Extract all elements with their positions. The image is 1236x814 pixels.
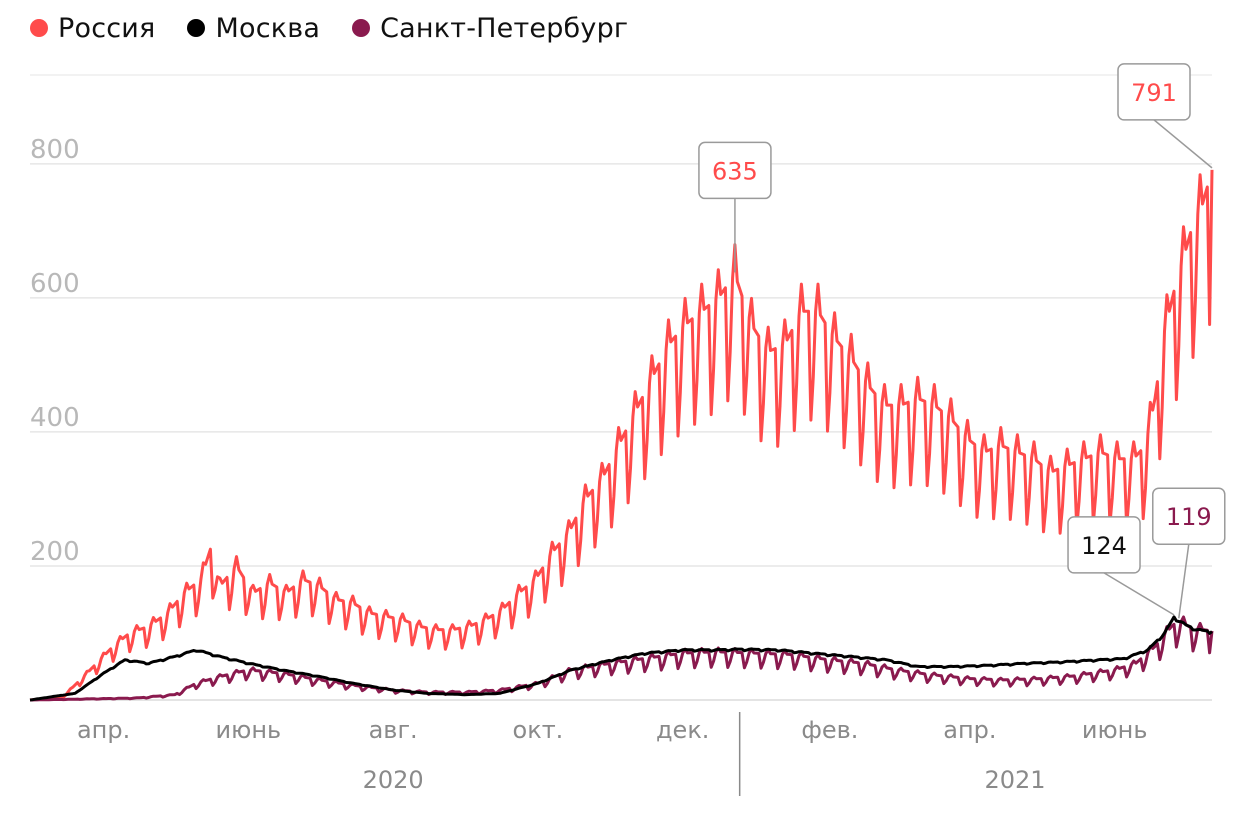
x-tick-label: авг. [369, 716, 418, 744]
x-tick-label: июнь [216, 716, 282, 744]
legend-label-russia: Россия [58, 12, 156, 44]
callout-connector [1103, 572, 1175, 616]
callout-label: 124 [1081, 532, 1127, 560]
series-line-spb [30, 615, 1214, 702]
callout-box [1117, 63, 1191, 121]
x-tick-label: апр. [77, 716, 130, 744]
legend-dot-moscow [187, 19, 206, 37]
x-tick-label: июнь [1082, 716, 1148, 744]
legend-item-moscow: Москва [187, 13, 320, 44]
x-tick-label: фев. [801, 716, 858, 744]
callout-connector [1153, 119, 1213, 169]
series-line-moscow [29, 615, 1213, 702]
y-tick-label: 200 [30, 537, 80, 567]
legend-dot-russia [30, 19, 48, 37]
callout-label: 791 [1131, 79, 1177, 107]
callout-box [1152, 487, 1226, 545]
legend-item-russia: Россия [30, 13, 155, 44]
legend-label-moscow: Москва [215, 12, 321, 44]
legend-item-spb: Санкт-Петербург [352, 13, 628, 44]
legend-label-spb: Санкт-Петербург [380, 12, 629, 44]
y-tick-label: 600 [30, 269, 80, 299]
legend-dot-spb [352, 19, 371, 37]
callout-box [698, 141, 772, 200]
legend: Россия Москва Санкт-Петербург [30, 8, 660, 48]
x-tick-label: окт. [513, 716, 564, 744]
y-tick-label: 800 [30, 135, 80, 165]
callout-connector [1178, 544, 1190, 619]
callout-label: 635 [712, 157, 758, 185]
year-label: 2021 [984, 766, 1045, 794]
callout-label: 119 [1166, 503, 1212, 531]
year-label: 2020 [363, 766, 424, 794]
y-tick-label: 400 [30, 403, 80, 433]
x-tick-label: дек. [656, 716, 709, 744]
x-tick-label: апр. [943, 716, 996, 744]
callout-box [1067, 516, 1141, 574]
series-line-russia [29, 169, 1214, 702]
